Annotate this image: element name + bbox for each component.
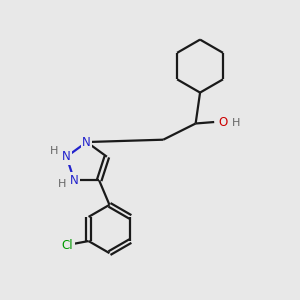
Text: N: N bbox=[82, 136, 91, 148]
Text: H: H bbox=[58, 179, 66, 189]
Text: H: H bbox=[50, 146, 58, 156]
Text: Cl: Cl bbox=[61, 239, 73, 252]
Text: N: N bbox=[62, 150, 71, 163]
Text: H: H bbox=[232, 118, 240, 128]
Text: O: O bbox=[218, 116, 228, 128]
Text: N: N bbox=[70, 174, 79, 187]
